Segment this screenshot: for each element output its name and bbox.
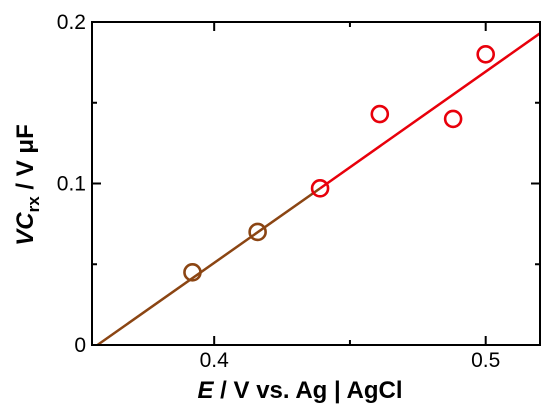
data-point (310, 179, 330, 198)
data-point (476, 44, 495, 64)
data-points (183, 44, 495, 282)
y-tick-label: 0.2 (57, 11, 86, 34)
fit-lines (96, 32, 541, 347)
y-tick-label: 0 (74, 334, 86, 357)
y-axis-label-symbol: VC (12, 212, 39, 246)
y-axis-label: VCrx / V μF (12, 124, 43, 245)
x-axis-label-symbol: E (198, 377, 215, 404)
y-axis-label-unit: / V μF (12, 124, 39, 196)
plot-frame (91, 21, 541, 346)
y-axis-label-subscript: rx (24, 196, 43, 213)
x-axis-label: E / V vs. Ag | AgCl (198, 377, 403, 404)
data-point (183, 263, 202, 282)
x-tick-label: 0.5 (471, 349, 500, 372)
y-tick-label: 0.1 (57, 173, 86, 196)
axis-ticks: 0.4 0.5 0 0.1 0.2 (57, 11, 540, 372)
data-point (443, 109, 463, 129)
x-tick-label: 0.4 (200, 349, 230, 372)
fit-line (96, 187, 321, 347)
x-axis-label-unit: / V vs. Ag | AgCl (214, 377, 403, 404)
data-point (370, 104, 390, 124)
data-point (248, 222, 267, 242)
fit-line (319, 32, 541, 190)
